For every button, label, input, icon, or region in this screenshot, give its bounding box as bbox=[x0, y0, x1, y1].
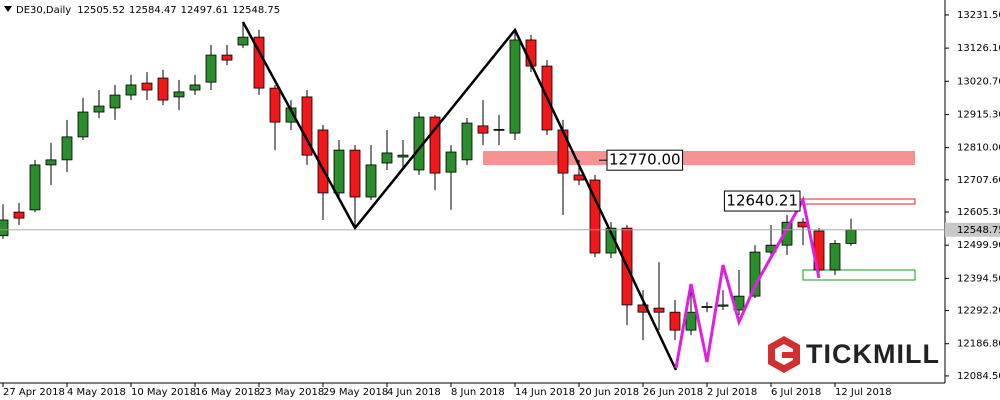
x-tick-label: 14 Jun 2018 bbox=[515, 387, 575, 398]
support-box bbox=[802, 269, 916, 281]
logo-text: TICKMILL bbox=[806, 339, 940, 369]
wave-lines bbox=[241, 21, 821, 371]
candle-body bbox=[125, 84, 137, 96]
y-tick-label: 12605.30 bbox=[957, 207, 1000, 218]
candle-body bbox=[141, 82, 153, 91]
ohlc-high: 12584.47 bbox=[129, 5, 177, 16]
candle-body bbox=[461, 122, 473, 161]
y-tick-label: 12186.80 bbox=[957, 339, 1000, 350]
candle-body bbox=[205, 54, 217, 83]
resistance-zone bbox=[483, 151, 915, 165]
x-tick-label: 4 Jun 2018 bbox=[387, 387, 441, 398]
candle-body bbox=[157, 77, 169, 101]
price-label-box bbox=[945, 222, 1000, 237]
candle-body bbox=[61, 136, 73, 161]
symbol: DE30,Daily bbox=[16, 5, 71, 16]
candle-body bbox=[189, 84, 201, 91]
candle-body bbox=[173, 91, 185, 98]
candle-body bbox=[429, 116, 441, 174]
candle-body bbox=[493, 128, 505, 131]
candle-body bbox=[0, 219, 9, 237]
y-tick-label: 13126.10 bbox=[957, 43, 1000, 54]
annotation-label: 12770.00 bbox=[609, 151, 681, 169]
candle-body bbox=[573, 174, 585, 181]
y-tick-label: 12707.60 bbox=[957, 175, 1000, 186]
y-tick-label: 12292.20 bbox=[957, 306, 1000, 317]
candle-body bbox=[29, 164, 41, 211]
candle-body bbox=[13, 211, 25, 219]
candle-body bbox=[685, 311, 697, 331]
annotation-label: 12640.21 bbox=[726, 192, 798, 210]
ohlc-low: 12497.61 bbox=[181, 5, 229, 16]
y-tick-label: 12810.00 bbox=[957, 143, 1000, 154]
candle-body bbox=[701, 306, 713, 308]
candle-body bbox=[717, 304, 729, 307]
candle-body bbox=[349, 149, 361, 198]
x-tick-label: 23 May 2018 bbox=[259, 387, 324, 398]
candle-body bbox=[109, 94, 121, 109]
candle-body bbox=[45, 159, 57, 166]
x-tick-label: 6 Jul 2018 bbox=[771, 387, 821, 398]
candle-body bbox=[589, 179, 601, 254]
candle-body bbox=[301, 96, 313, 156]
menu-icon bbox=[4, 6, 12, 12]
candle-body bbox=[781, 221, 793, 246]
candle-body bbox=[77, 111, 89, 138]
logo: TICKMILL bbox=[768, 336, 940, 373]
candle-body bbox=[829, 243, 841, 271]
y-tick-label: 12394.50 bbox=[957, 273, 1000, 284]
candle-body bbox=[669, 311, 681, 331]
price-label: 12548.75 bbox=[957, 225, 1000, 236]
y-tick-label: 13020.70 bbox=[957, 76, 1000, 87]
x-tick-label: 16 May 2018 bbox=[195, 387, 260, 398]
candle-body bbox=[333, 149, 345, 194]
candle-body bbox=[365, 164, 377, 198]
y-tick-label: 13231.50 bbox=[957, 10, 1000, 21]
x-tick-label: 8 Jun 2018 bbox=[451, 387, 505, 398]
candle-body bbox=[381, 152, 393, 164]
ohlc-open: 12505.52 bbox=[77, 5, 125, 16]
candle-body bbox=[237, 36, 249, 46]
x-tick-label: 2 Jul 2018 bbox=[707, 387, 757, 398]
candle-body bbox=[269, 87, 281, 123]
candle-body bbox=[653, 307, 665, 313]
candle-body bbox=[445, 151, 457, 173]
x-tick-label: 12 Jul 2018 bbox=[835, 387, 892, 398]
logo-icon-bar bbox=[782, 352, 798, 358]
candle-body bbox=[509, 39, 521, 134]
annotation-box bbox=[723, 190, 801, 212]
x-tick-label: 27 Apr 2018 bbox=[3, 387, 65, 398]
wave-line bbox=[674, 195, 821, 369]
x-tick-label: 26 Jun 2018 bbox=[643, 387, 703, 398]
x-tick-label: 20 Jun 2018 bbox=[579, 387, 639, 398]
candle-body bbox=[477, 125, 489, 134]
zigzag-line bbox=[241, 21, 678, 371]
candle-body bbox=[397, 154, 409, 158]
candle-body bbox=[93, 105, 105, 113]
x-tick-label: 4 May 2018 bbox=[67, 387, 126, 398]
candle-body bbox=[845, 229, 857, 244]
candle-body bbox=[221, 54, 233, 61]
chart-title: DE30,Daily 12505.52 12584.47 12497.61 12548.… bbox=[16, 5, 280, 16]
y-tick-label: 12084.50 bbox=[957, 371, 1000, 382]
y-tick-label: 12915.30 bbox=[957, 109, 1000, 120]
x-tick-label: 10 May 2018 bbox=[131, 387, 196, 398]
x-tick-label: 29 May 2018 bbox=[323, 387, 388, 398]
ohlc-close: 12548.75 bbox=[232, 5, 280, 16]
drawing-objects bbox=[483, 151, 916, 281]
y-tick-label: 12499.90 bbox=[957, 240, 1000, 251]
